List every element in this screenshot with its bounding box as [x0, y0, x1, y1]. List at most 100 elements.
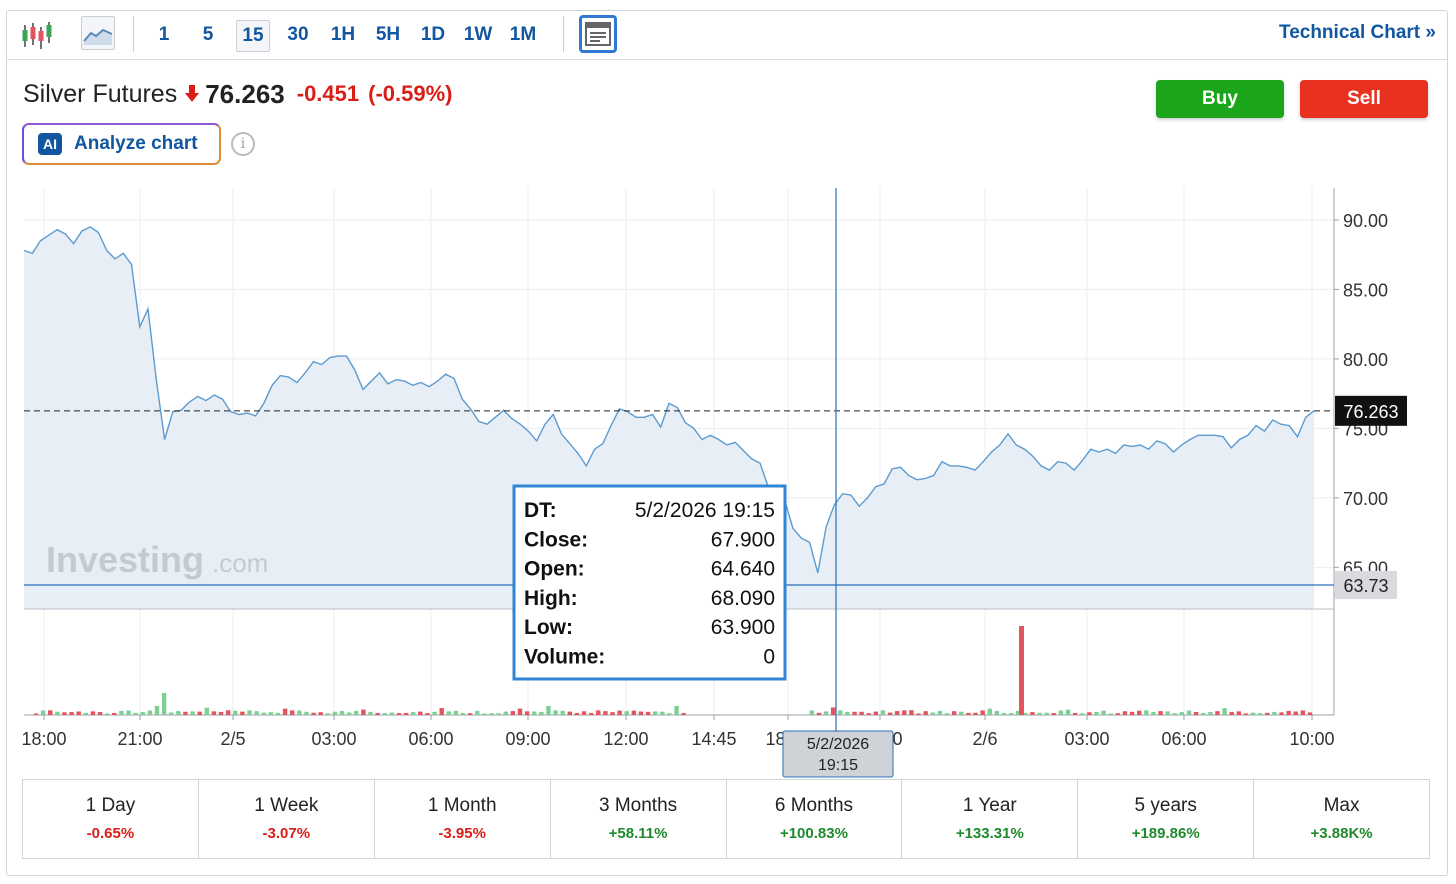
last-price-label: 76.263: [1343, 402, 1398, 422]
volume-bar: [873, 711, 879, 715]
performance-value: +58.11%: [608, 825, 668, 842]
volume-bar: [830, 707, 836, 715]
crosshair-time-clock: 19:15: [818, 757, 858, 774]
volume-bar: [546, 706, 551, 715]
volume-bar: [1115, 713, 1121, 715]
timeframe-1h[interactable]: 1H: [330, 24, 356, 45]
volume-bar: [496, 713, 501, 715]
timeframe-1d[interactable]: 1D: [420, 24, 446, 45]
tooltip-label: Low:: [524, 616, 573, 639]
buy-button[interactable]: Buy: [1156, 80, 1284, 118]
performance-1-year[interactable]: 1 Year +133.31%: [902, 780, 1079, 858]
volume-bar: [204, 707, 210, 715]
volume-bar: [859, 711, 864, 715]
performance-max[interactable]: Max +3.88K%: [1254, 780, 1429, 858]
volume-bar: [1008, 713, 1014, 715]
x-tick-label: 03:00: [1064, 729, 1109, 749]
volume-bar: [332, 711, 338, 715]
volume-bar: [311, 712, 316, 715]
crosshair-price-badge: [1335, 570, 1397, 599]
performance-5-years[interactable]: 5 years +189.86%: [1078, 780, 1255, 858]
volume-bar: [1265, 712, 1270, 715]
volume-bar: [268, 712, 274, 715]
volume-bar: [425, 713, 430, 715]
sell-button[interactable]: Sell: [1300, 80, 1428, 118]
candlestick-icon[interactable]: [22, 19, 54, 51]
volume-bar: [190, 711, 195, 715]
performance-value: -0.65%: [86, 825, 135, 842]
layout-icon[interactable]: [579, 15, 617, 53]
timeframe-30[interactable]: 30: [287, 24, 309, 45]
performance-6-months[interactable]: 6 Months +100.83%: [727, 780, 903, 858]
tooltip-value: 68.090: [711, 587, 775, 610]
tooltip-value: 5/2/2026 19:15: [635, 499, 775, 522]
volume-bar: [845, 711, 850, 715]
volume-bar: [1094, 711, 1099, 715]
volume-bar: [297, 710, 302, 715]
timeframe-1w[interactable]: 1W: [463, 24, 493, 45]
performance-value: -3.95%: [438, 825, 486, 842]
performance-1-day[interactable]: 1 Day -0.65%: [23, 780, 199, 858]
performance-label: 5 years: [1134, 795, 1197, 816]
volume-bar: [62, 712, 67, 715]
timeframe-1m[interactable]: 1M: [509, 24, 537, 45]
performance-3-months[interactable]: 3 Months +58.11%: [551, 780, 727, 858]
timeframe-1[interactable]: 1: [158, 24, 170, 45]
volume-bar: [553, 710, 558, 715]
timeframe-5[interactable]: 5: [202, 24, 214, 45]
chart-toolbar: [6, 10, 1448, 60]
tooltip-label: Volume:: [524, 646, 605, 669]
technical-chart-link[interactable]: Technical Chart »: [1279, 22, 1436, 44]
volume-bar: [460, 712, 466, 715]
price-change: -0.451: [296, 81, 360, 106]
volume-bar: [126, 710, 131, 715]
info-icon[interactable]: i: [231, 132, 255, 156]
instrument-header: Silver Futures 76.263 -0.451 (-0.59%): [23, 78, 453, 110]
performance-label: 1 Year: [962, 795, 1017, 816]
volume-bar: [1272, 711, 1277, 715]
volume-bar: [218, 711, 224, 715]
volume-bar: [304, 711, 309, 715]
volume-bar: [866, 713, 871, 715]
x-tick-label: 2/6: [972, 729, 997, 749]
volume-bar: [1257, 713, 1263, 715]
price-line: [23, 226, 1315, 574]
tooltip-value: 63.900: [711, 616, 775, 639]
timeframe-15[interactable]: 15: [236, 20, 270, 52]
performance-1-month[interactable]: 1 Month -3.95%: [375, 780, 551, 858]
volume-bar: [97, 712, 103, 715]
volume-bar: [403, 712, 409, 715]
analyze-chart-button[interactable]: AI Analyze chart: [22, 123, 221, 165]
volume-bar: [887, 712, 893, 715]
performance-label: 6 Months: [774, 795, 854, 816]
x-tick-label: 06:00: [408, 729, 453, 749]
performance-value: -3.07%: [262, 825, 311, 842]
volume-bar: [76, 711, 81, 715]
volume-bar: [119, 710, 124, 715]
volume-bar: [1151, 711, 1156, 715]
volume-bar: [674, 706, 679, 715]
volume-bar: [375, 713, 380, 715]
crosshair-price-label: 63.73: [1343, 576, 1388, 596]
volume-bar: [532, 711, 537, 715]
volume-bar: [1215, 711, 1220, 715]
timeframe-5h[interactable]: 5H: [375, 24, 401, 45]
volume-bar: [33, 713, 39, 715]
volume-bar: [667, 713, 672, 715]
chevron-right-icon: »: [1425, 22, 1436, 43]
watermark-text: Investing: [46, 539, 204, 580]
volume-bar: [852, 711, 857, 715]
volume-bar: [254, 711, 259, 715]
volume-bar: [197, 711, 202, 715]
x-tick-label: 06:00: [1161, 729, 1206, 749]
volume-bar: [282, 708, 288, 715]
performance-1-week[interactable]: 1 Week -3.07%: [199, 780, 375, 858]
price-area: [24, 226, 1314, 609]
volume-bar: [261, 712, 266, 715]
volume-bar: [368, 711, 373, 715]
arrow-down-icon: [185, 85, 200, 102]
volume-bar: [574, 713, 580, 715]
volume-bar: [382, 713, 387, 715]
area-chart-icon[interactable]: [81, 16, 115, 50]
